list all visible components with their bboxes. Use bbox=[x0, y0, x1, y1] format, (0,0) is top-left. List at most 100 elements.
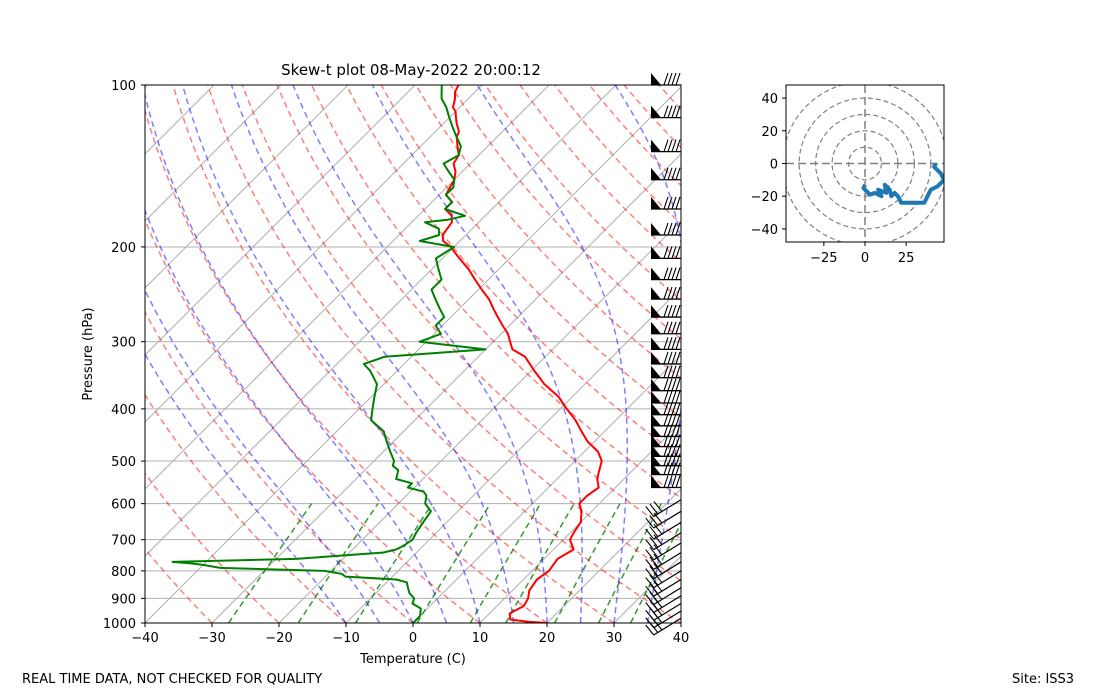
wind-barb-flag bbox=[663, 304, 669, 318]
wind-barb-pennant bbox=[651, 453, 661, 466]
wind-barb-pennant bbox=[651, 337, 661, 350]
wind-barb bbox=[645, 552, 682, 570]
site-label: Site: ISS3 bbox=[1012, 672, 1075, 687]
moist-adiabat bbox=[230, 85, 515, 623]
wind-barb-flag bbox=[663, 246, 669, 259]
wind-barb-feather bbox=[653, 534, 663, 545]
wind-barb-flag bbox=[675, 222, 681, 236]
wind-barb-flag bbox=[671, 72, 677, 86]
wind-barb-feather bbox=[653, 554, 663, 565]
y-tick-label: 400 bbox=[111, 403, 136, 418]
wind-barb-pennant bbox=[651, 139, 661, 152]
wind-barb-staff bbox=[653, 510, 682, 529]
wind-barb bbox=[651, 351, 681, 365]
moist-adiabat bbox=[145, 91, 448, 623]
wind-barb-feather bbox=[653, 619, 663, 631]
wind-barb bbox=[645, 542, 682, 561]
dry-adiabat bbox=[763, 85, 1100, 623]
mixing-ratio-line bbox=[354, 503, 433, 623]
wind-barb-feather bbox=[649, 556, 659, 568]
wind-barb-flag bbox=[663, 444, 669, 457]
isotherm-line bbox=[145, 85, 282, 222]
wind-barb bbox=[651, 139, 681, 153]
wind-barb-flag bbox=[663, 434, 669, 447]
wind-barb-flag bbox=[675, 413, 681, 426]
x-tick-label: 40 bbox=[673, 631, 690, 646]
wind-barb-flag bbox=[671, 139, 677, 152]
x-tick-label: −10 bbox=[332, 631, 359, 646]
wind-barb-flag bbox=[671, 286, 677, 300]
isotherm-line bbox=[546, 488, 681, 623]
wind-barb-feather bbox=[653, 501, 663, 512]
wind-barb-flag bbox=[671, 267, 677, 280]
wind-barb-feather bbox=[653, 523, 663, 535]
wind-barb-feather bbox=[645, 559, 655, 570]
wind-barb-pennant bbox=[651, 73, 661, 85]
wind-barb bbox=[645, 570, 682, 589]
wind-barb-flag bbox=[667, 413, 673, 426]
wind-barb bbox=[651, 462, 681, 476]
wind-barb bbox=[645, 610, 682, 629]
wind-barb bbox=[651, 337, 681, 351]
wind-barb bbox=[651, 475, 681, 489]
wind-barb bbox=[651, 105, 681, 119]
isotherm-line bbox=[0, 85, 80, 623]
wind-barb-flag bbox=[663, 413, 669, 426]
hodograph-y-tick-label: 0 bbox=[770, 158, 778, 173]
wind-barb-flag bbox=[671, 167, 677, 180]
wind-barb-flag bbox=[675, 475, 681, 488]
wind-barb-flag bbox=[663, 139, 669, 152]
mixing-ratio-line bbox=[297, 503, 379, 623]
wind-barb-flag bbox=[675, 105, 681, 118]
wind-barb-pennant bbox=[651, 246, 661, 259]
x-tick-label: −40 bbox=[131, 631, 158, 646]
wind-barb-feather bbox=[645, 577, 655, 588]
wind-barb-flag bbox=[667, 475, 673, 488]
wind-barb-flag bbox=[675, 390, 681, 404]
wind-barb-pennant bbox=[651, 287, 661, 300]
isotherm-line bbox=[145, 85, 550, 490]
wind-barb-flag bbox=[671, 444, 677, 457]
wind-barb bbox=[651, 444, 681, 457]
wind-barb-staff bbox=[653, 561, 682, 580]
x-axis-label: Temperature (C) bbox=[359, 652, 466, 667]
wind-barb-flag bbox=[663, 321, 669, 334]
wind-barb-pennant bbox=[651, 305, 661, 318]
wind-barb-staff bbox=[653, 595, 682, 614]
wind-barb-flag bbox=[675, 434, 681, 447]
hodograph-rings bbox=[786, 85, 944, 242]
wind-barb-pennant bbox=[651, 321, 661, 334]
isotherm-line bbox=[0, 85, 13, 623]
isotherm-line bbox=[345, 287, 681, 623]
dry-adiabat bbox=[145, 471, 280, 623]
wind-barb-feather bbox=[645, 528, 655, 540]
moist-adiabats bbox=[145, 85, 681, 623]
moist-adiabat bbox=[476, 85, 629, 623]
wind-barb-flag bbox=[671, 378, 677, 391]
wind-barb-pennant bbox=[651, 444, 661, 457]
wind-barb-staff bbox=[653, 617, 682, 636]
dry-adiabat bbox=[145, 393, 347, 623]
wind-barb-staff bbox=[653, 552, 682, 570]
wind-barb-flag bbox=[663, 351, 669, 365]
dry-adiabat bbox=[694, 85, 1100, 623]
mixing-ratio-lines bbox=[227, 503, 681, 623]
moist-adiabat bbox=[145, 288, 381, 623]
hodograph-x-tick-label: −25 bbox=[810, 251, 837, 266]
wind-barb-feather bbox=[649, 515, 659, 526]
wind-barb-pennant bbox=[651, 378, 661, 391]
wind-barb-flag bbox=[667, 402, 673, 415]
wind-barb-flag bbox=[667, 321, 673, 334]
hodograph-wind-trace bbox=[861, 162, 944, 205]
wind-barb-pennant bbox=[651, 351, 661, 364]
wind-barb-feather bbox=[649, 526, 659, 537]
wind-barb-flag bbox=[675, 246, 681, 259]
wind-barb-flag bbox=[667, 351, 673, 365]
wind-barb-flag bbox=[671, 196, 677, 210]
wind-barb-pennant bbox=[651, 196, 661, 209]
wind-barb bbox=[651, 167, 681, 181]
wind-barb-pennant bbox=[651, 475, 661, 488]
wind-barb-staff bbox=[653, 587, 682, 605]
wind-barb-feather bbox=[653, 589, 663, 600]
wind-barb bbox=[651, 286, 681, 300]
